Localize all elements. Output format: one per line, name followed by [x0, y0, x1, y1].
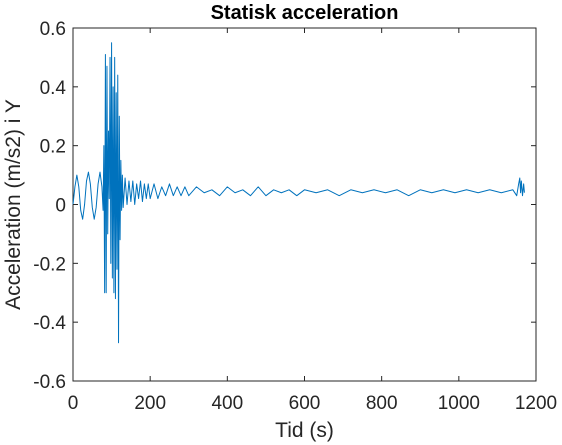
- x-tick-label: 600: [289, 393, 321, 414]
- y-tick-label: 0.4: [40, 78, 67, 99]
- x-tick-label: 0: [68, 393, 79, 414]
- y-axis-ticks: -0.6 -0.4 -0.2 0 0.2 0.4 0.6: [33, 19, 536, 393]
- y-tick-label: 0.6: [40, 19, 66, 40]
- series-layer: [72, 42, 525, 344]
- x-tick-label: 1000: [438, 393, 480, 414]
- y-tick-label: -0.2: [33, 254, 66, 275]
- plot-area: 0 200 400 600 800 1000 1200 -0.6 -0.4 -0.2 0 0.2 0.…: [33, 19, 557, 414]
- x-tick-label: 800: [366, 393, 398, 414]
- x-axis-label: Tid (s): [275, 419, 334, 442]
- series-line: [72, 42, 525, 344]
- x-tick-label: 1200: [515, 393, 557, 414]
- x-axis-ticks: 0 200 400 600 800 1000 1200: [68, 28, 557, 414]
- chart-title: Statisk acceleration: [211, 2, 399, 24]
- x-tick-label: 200: [134, 393, 166, 414]
- y-axis-label: Acceleration (m/s2) i Y: [2, 99, 25, 310]
- y-tick-label: 0: [55, 196, 66, 217]
- y-tick-label: -0.4: [33, 313, 66, 334]
- y-tick-label: -0.6: [33, 372, 66, 393]
- plot-frame: [72, 27, 537, 382]
- x-tick-label: 400: [211, 393, 243, 414]
- y-tick-label: 0.2: [40, 137, 66, 158]
